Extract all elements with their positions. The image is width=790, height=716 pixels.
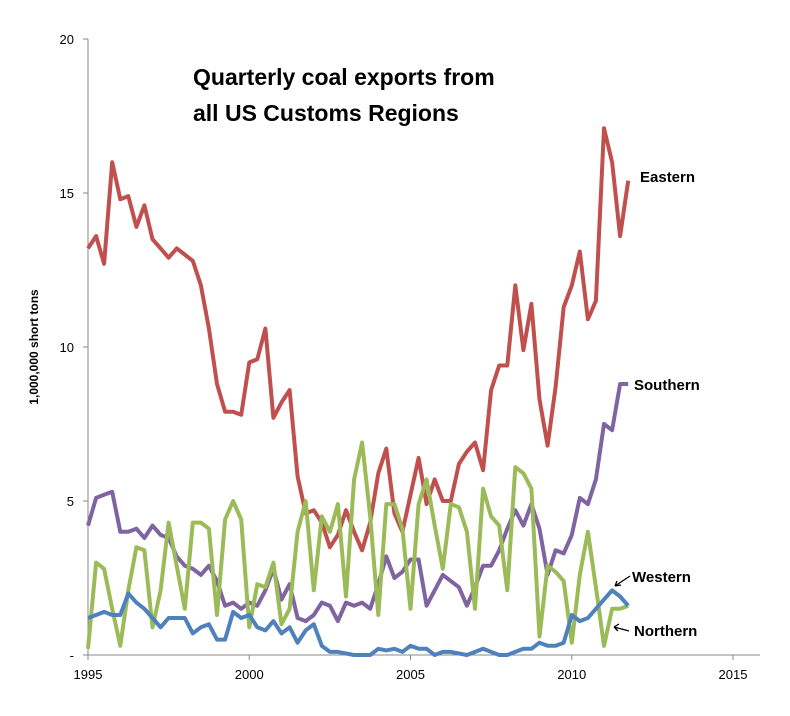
series-lines [86, 126, 631, 657]
series-label-eastern: Eastern [640, 169, 695, 186]
x-tick-label: 1995 [74, 667, 103, 682]
northern-arrow-icon [613, 623, 630, 632]
western-arrow-icon [614, 575, 631, 587]
series-label-western: Western [632, 569, 691, 586]
y-tick-label: 10 [60, 340, 74, 355]
chart-title-line-2: all US Customs Regions [193, 100, 459, 126]
y-tick-label: 15 [60, 186, 74, 201]
y-tick-label: - [70, 648, 74, 663]
chart-title-line-1: Quarterly coal exports from [193, 64, 495, 90]
x-tick-label: 2005 [396, 667, 425, 682]
series-line-northern [86, 440, 629, 649]
series-labels: Eastern Southern Northern Western [613, 169, 700, 640]
series-line-western [87, 588, 630, 657]
series-label-northern: Northern [634, 623, 697, 640]
y-axis-label: 1,000,000 short tons [27, 289, 41, 405]
axes: - 5 10 15 20 1995 2000 2005 2010 2015 [60, 32, 760, 682]
y-tick-label: 5 [67, 494, 74, 509]
x-tick-label: 2000 [235, 667, 264, 682]
y-tick-label: 20 [60, 32, 74, 47]
series-line-southern [86, 382, 629, 624]
x-tick-label: 2015 [719, 667, 748, 682]
series-line-eastern [86, 126, 631, 553]
series-label-southern: Southern [634, 377, 700, 394]
x-tick-label: 2010 [557, 667, 586, 682]
